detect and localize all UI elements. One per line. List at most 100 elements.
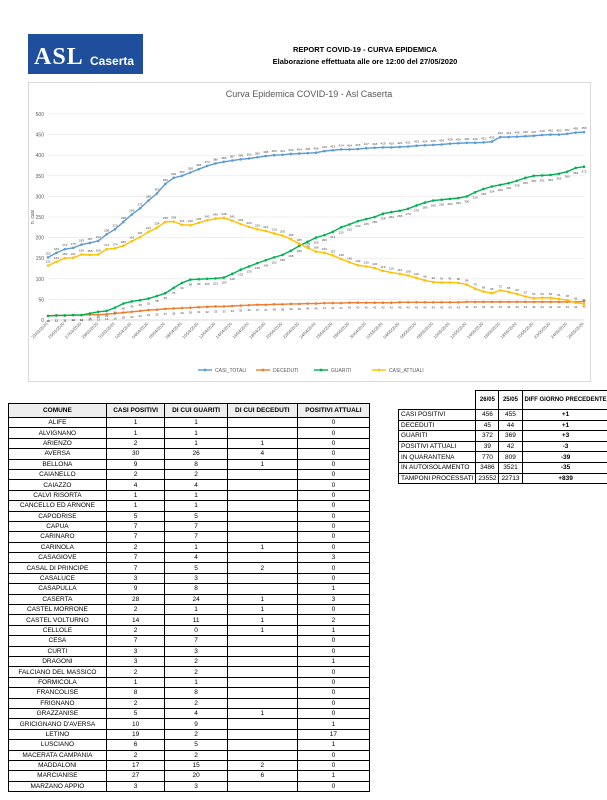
data-label: 210 (272, 227, 277, 231)
data-label: 168 (288, 254, 293, 258)
table-cell: 1 (164, 489, 228, 502)
data-label: 238 (121, 216, 126, 220)
data-label: 51 (557, 293, 561, 297)
data-label: 423 (414, 140, 419, 144)
data-label: 92 (432, 276, 436, 280)
series-point (197, 167, 201, 171)
data-label: 174 (112, 242, 117, 246)
series-point (423, 144, 427, 147)
table-cell: CASTEL VOLTURNO (8, 614, 107, 626)
table-cell: GRAZZANISE (8, 707, 107, 720)
series-point (465, 195, 469, 198)
data-label: 40 (122, 307, 126, 311)
data-label: 421 (406, 141, 411, 145)
table-row: CASAPULLA 9 8 1 (8, 583, 371, 595)
table-cell (226, 479, 298, 491)
summary-cell: -35 (521, 461, 607, 474)
data-label: 140 (347, 256, 352, 260)
data-label: 455 (573, 127, 578, 131)
table-row: CAPODRISE 5 5 0 (8, 510, 371, 522)
data-label: 44 (566, 305, 570, 309)
data-label: 133 (355, 259, 360, 263)
series-point (239, 304, 242, 307)
series-point (96, 310, 100, 314)
series-point (431, 280, 435, 284)
summary-header-cell (398, 390, 476, 410)
series-point (348, 223, 351, 226)
table-cell: 0 (296, 759, 371, 772)
table-cell: 3 (105, 780, 166, 793)
data-label: 444 (498, 131, 503, 135)
data-label: 456 (581, 126, 586, 130)
summary-header-cell: 25/05 (498, 390, 523, 410)
summary-cell: 44 (498, 419, 523, 432)
table-cell: 0 (296, 676, 371, 689)
table-cell (226, 468, 298, 481)
data-label: 41 (323, 306, 327, 310)
table-header-cell: DI CUI GUARITI (164, 403, 228, 418)
data-label: 10 (46, 319, 50, 323)
data-label: 220 (112, 223, 117, 227)
data-label: 115 (389, 267, 394, 271)
summary-cell: 372 (475, 430, 500, 442)
legend-label: CASI_ATTUALI (389, 368, 424, 374)
data-label: 32 (205, 310, 209, 314)
table-cell: 9 (105, 583, 166, 595)
table-cell (226, 749, 298, 761)
series-point (465, 283, 469, 286)
data-label: 216 (263, 225, 268, 229)
legend-label: CASI_TOTALI (215, 368, 247, 374)
summary-cell: IN AUTOISOLAMENTO (397, 461, 477, 474)
data-label: 42 (356, 306, 360, 310)
table-cell: 3 (164, 645, 228, 658)
series-point (180, 281, 184, 285)
data-label: 351 (540, 178, 545, 182)
data-label: 192 (96, 235, 101, 239)
report-subtitle: Elaborazione effettuata alle ore 12:00 d… (272, 57, 458, 66)
table-row: AVERSA 30 26 4 0 (8, 448, 371, 460)
series-point (197, 277, 201, 281)
table-cell: CESA (8, 635, 107, 647)
table-cell (226, 572, 298, 585)
data-label: 43 (448, 305, 452, 309)
series-point (364, 146, 368, 150)
table-cell: 0 (296, 687, 371, 699)
summary-cell: IN QUARANTENA (397, 451, 477, 463)
series-point (473, 287, 477, 290)
series-point (281, 153, 284, 157)
data-label: 152 (272, 260, 277, 264)
data-label: 265 (397, 214, 402, 218)
series-point (398, 145, 402, 149)
series-point (448, 281, 452, 284)
data-label: 424 (422, 139, 427, 143)
table-cell: 2 (296, 614, 371, 626)
series-point (63, 314, 67, 317)
summary-cell: 22713 (498, 472, 523, 485)
series-point (205, 218, 209, 222)
data-label: 12 (80, 318, 84, 322)
table-cell: FRANCOLISE (8, 687, 107, 699)
data-label: 122 (238, 273, 243, 277)
series-point (105, 309, 108, 313)
table-cell (226, 687, 298, 699)
data-label: 43 (457, 305, 461, 309)
table-cell: AVERSA (8, 448, 107, 460)
series-point (205, 277, 209, 281)
series-point (482, 300, 485, 304)
data-label: 40 (306, 307, 310, 311)
table-header-cell: COMUNE (8, 403, 107, 418)
table-cell: 17 (105, 759, 166, 772)
series-point (515, 179, 519, 183)
series-point (381, 269, 385, 273)
series-point (339, 257, 343, 261)
data-label: 233 (238, 218, 243, 222)
data-label: 241 (230, 215, 235, 219)
series-point (465, 300, 469, 304)
table-cell: MARCIANISE (8, 770, 107, 782)
summary-cell: 42 (498, 440, 523, 453)
table-cell: CAPODRISE (8, 510, 107, 522)
series-point (331, 148, 335, 152)
data-label: 428 (447, 138, 452, 142)
series-point (540, 174, 544, 177)
series-point (582, 302, 586, 306)
